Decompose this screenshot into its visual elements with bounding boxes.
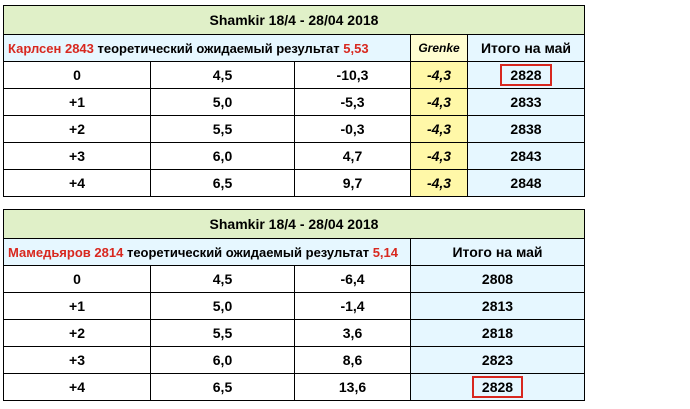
rating-change-cell: -0,3: [294, 115, 411, 143]
carlsen-player-name: Карлсен: [8, 40, 62, 56]
mamedyarov-player-name: Мамедьяров: [8, 244, 91, 260]
mamedyarov-expected-value: 5,14: [372, 244, 399, 260]
score-cell: 6,0: [150, 142, 295, 170]
rating-change-cell: -1,4: [294, 292, 411, 320]
score-cell: 6,0: [150, 346, 295, 374]
total-rating-cell: 2813: [410, 292, 585, 320]
mamedyarov-table: Shamkir 18/4 - 28/04 2018 Мамедьяров 281…: [3, 209, 585, 401]
highlighted-total: 2828: [471, 376, 524, 398]
table-row: +2 5,5 3,6 2818: [3, 319, 585, 347]
delta-cell: +2: [3, 319, 151, 347]
carlsen-expected-value: 5,53: [343, 40, 369, 56]
score-cell: 6,5: [150, 169, 295, 197]
total-rating-cell: 2818: [410, 319, 585, 347]
table-row: +2 5,5 -0,3 -4,3 2838: [3, 115, 585, 143]
delta-cell: +3: [3, 142, 151, 170]
delta-cell: 0: [3, 61, 151, 89]
carlsen-table: Shamkir 18/4 - 28/04 2018 Карлсен 2843 т…: [3, 5, 585, 197]
carlsen-total-header: Итого на май: [467, 34, 585, 62]
table-row: 0 4,5 -10,3 -4,3 2828: [3, 61, 585, 89]
total-rating-cell: 2848: [467, 169, 585, 197]
delta-cell: 0: [3, 265, 151, 293]
table-row: +3 6,0 8,6 2823: [3, 346, 585, 374]
carlsen-rows: 0 4,5 -10,3 -4,3 2828 +1 5,0 -5,3 -4,3 2833 +2 5,5-…: [3, 61, 585, 197]
delta-cell: +2: [3, 115, 151, 143]
mamedyarov-total-header: Итого на май: [410, 238, 585, 266]
carlsen-header: Карлсен 2843 теоретический ожидаемый рез…: [3, 34, 411, 62]
highlighted-total: 2828: [500, 64, 552, 86]
total-rating-cell: 2828: [410, 373, 585, 401]
table-row: +3 6,0 4,7 -4,3 2843: [3, 142, 585, 170]
rating-change-cell: 8,6: [294, 346, 411, 374]
total-rating-cell: 2838: [467, 115, 585, 143]
rating-change-cell: 4,7: [294, 142, 411, 170]
table-row: +4 6,5 9,7 -4,3 2848: [3, 169, 585, 197]
table-row: +4 6,5 13,6 2828: [3, 373, 585, 401]
score-cell: 4,5: [150, 265, 295, 293]
total-rating-cell: 2808: [410, 265, 585, 293]
table-row: +1 5,0 -1,4 2813: [3, 292, 585, 320]
score-cell: 5,5: [150, 319, 295, 347]
delta-cell: +1: [3, 292, 151, 320]
grenke-cell: -4,3: [410, 142, 468, 170]
grenke-cell: -4,3: [410, 169, 468, 197]
grenke-cell: -4,3: [410, 61, 468, 89]
delta-cell: +4: [3, 373, 151, 401]
grenke-header: Grenke: [410, 34, 468, 62]
carlsen-rating: 2843: [64, 40, 94, 56]
carlsen-expected-label: теоретический ожидаемый результат: [97, 40, 340, 56]
table-row: 0 4,5 -6,4 2808: [3, 265, 585, 293]
table-row: +1 5,0 -5,3 -4,3 2833: [3, 88, 585, 116]
score-cell: 6,5: [150, 373, 295, 401]
carlsen-table-title: Shamkir 18/4 - 28/04 2018: [3, 5, 585, 35]
delta-cell: +1: [3, 88, 151, 116]
mamedyarov-table-title: Shamkir 18/4 - 28/04 2018: [3, 209, 585, 239]
total-rating-cell: 2833: [467, 88, 585, 116]
grenke-cell: -4,3: [410, 88, 468, 116]
rating-change-cell: -10,3: [294, 61, 411, 89]
grenke-cell: -4,3: [410, 115, 468, 143]
rating-change-cell: 13,6: [294, 373, 411, 401]
delta-cell: +3: [3, 346, 151, 374]
score-cell: 4,5: [150, 61, 295, 89]
score-cell: 5,0: [150, 292, 295, 320]
mamedyarov-expected-label: теоретический ожидаемый результат: [126, 244, 370, 260]
score-cell: 5,0: [150, 88, 295, 116]
total-rating-cell: 2823: [410, 346, 585, 374]
total-rating-cell: 2843: [467, 142, 585, 170]
rating-change-cell: -5,3: [294, 88, 411, 116]
mamedyarov-header: Мамедьяров 2814 теоретический ожидаемый …: [3, 238, 411, 266]
rating-change-cell: -6,4: [294, 265, 411, 293]
mamedyarov-rating: 2814: [94, 244, 124, 260]
delta-cell: +4: [3, 169, 151, 197]
mamedyarov-rows: 0 4,5 -6,4 2808 +1 5,0 -1,4 2813 +2 5,5 3,6 2818 +3 6…: [3, 265, 585, 401]
score-cell: 5,5: [150, 115, 295, 143]
rating-change-cell: 9,7: [294, 169, 411, 197]
rating-change-cell: 3,6: [294, 319, 411, 347]
total-rating-cell: 2828: [467, 61, 585, 89]
